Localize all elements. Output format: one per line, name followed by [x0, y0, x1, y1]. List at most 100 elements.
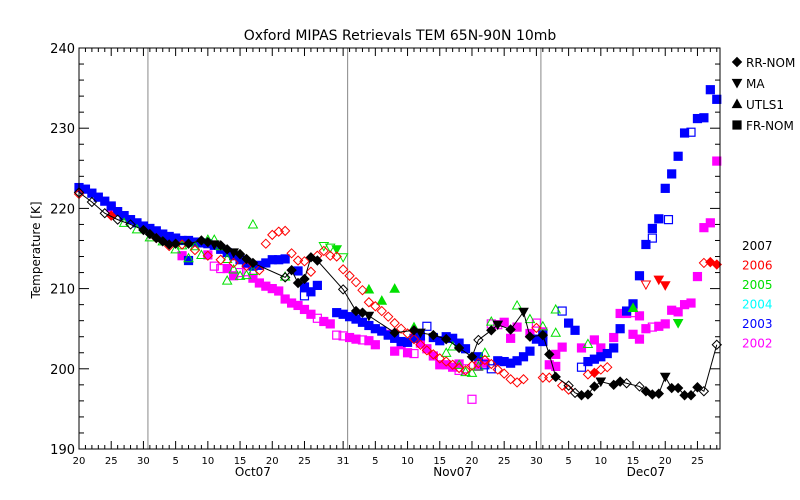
- data-point: [389, 327, 400, 338]
- data-point: [332, 330, 342, 340]
- data-point: [557, 306, 567, 316]
- data-point: [409, 348, 419, 359]
- data-point: [563, 380, 574, 391]
- data-point: [331, 245, 343, 255]
- data-point: [505, 324, 516, 335]
- data-point: [698, 386, 710, 397]
- data-point: [390, 346, 400, 356]
- month-gridlines: [147, 48, 542, 449]
- y-tick-label: 200: [50, 363, 75, 378]
- data-point: [498, 368, 510, 379]
- x-tick-label: 30: [137, 456, 150, 467]
- data-point: [422, 344, 432, 354]
- x-tick-label: 5: [565, 456, 571, 467]
- legend-marker-label: RR-NOM: [746, 56, 795, 70]
- data-point: [673, 151, 683, 161]
- y-tick-label: 230: [50, 122, 75, 137]
- data-point: [628, 329, 638, 339]
- data-point: [705, 218, 715, 228]
- data-point: [305, 266, 317, 277]
- data-point: [654, 214, 664, 224]
- data-point: [659, 372, 671, 383]
- data-point: [672, 318, 684, 329]
- data-point: [292, 255, 304, 266]
- x-tick-label: 25: [498, 456, 511, 467]
- data-point: [699, 113, 709, 123]
- data-point: [440, 333, 452, 345]
- data-point: [712, 94, 722, 104]
- data-point: [351, 334, 361, 344]
- month-label: Dec07: [627, 465, 666, 479]
- data-point: [100, 196, 110, 206]
- y-tick-label: 190: [50, 443, 75, 458]
- data-point: [686, 127, 696, 137]
- data-point: [144, 228, 156, 240]
- data-point: [686, 298, 696, 308]
- data-point: [422, 321, 432, 331]
- legend-year: 2006: [742, 259, 773, 273]
- data-point: [370, 301, 381, 312]
- data-point: [125, 219, 136, 230]
- data-point: [389, 283, 401, 293]
- legend-marker-triangle-up: [731, 98, 743, 109]
- data-point: [196, 249, 207, 260]
- data-point: [453, 342, 465, 354]
- data-point: [421, 345, 433, 356]
- y-tick-label: 240: [50, 42, 75, 57]
- data-point: [344, 270, 355, 281]
- data-point: [337, 284, 349, 295]
- data-point: [640, 280, 652, 291]
- data-point: [170, 238, 181, 249]
- data-point: [183, 238, 194, 249]
- legend-year: 2007: [742, 239, 773, 253]
- data-point: [318, 241, 330, 252]
- legend-marker-label: MA: [746, 77, 765, 91]
- x-tick-label: 25: [298, 456, 311, 467]
- data-point: [576, 362, 587, 372]
- data-point: [544, 349, 555, 360]
- data-point: [685, 390, 697, 401]
- x-tick-labels: 20 25 30 5 10 15 20 25 31 5 10 15 20 25 30 5 10 15 20 25: [73, 456, 704, 467]
- x-tick-label: 10: [594, 456, 607, 467]
- data-point: [221, 253, 233, 264]
- data-point: [466, 367, 478, 377]
- data-point: [370, 340, 380, 350]
- x-tick-label: 15: [433, 456, 446, 467]
- data-point: [609, 343, 619, 353]
- data-point: [131, 223, 143, 234]
- data-point: [99, 208, 110, 219]
- data-point: [324, 243, 336, 254]
- x-tick-label: 10: [201, 456, 214, 467]
- data-point: [705, 85, 715, 95]
- data-point: [279, 225, 291, 237]
- data-point: [209, 261, 219, 271]
- data-point: [234, 248, 246, 260]
- data-point: [428, 329, 439, 341]
- data-point: [692, 271, 703, 282]
- data-point: [672, 382, 684, 394]
- data-point: [331, 251, 342, 262]
- data-point: [279, 272, 291, 283]
- y-tick-label: 220: [50, 202, 75, 217]
- data-point: [627, 302, 639, 312]
- data-point: [582, 389, 594, 400]
- data-point: [215, 254, 226, 265]
- data-point: [440, 347, 452, 357]
- data-point: [550, 327, 562, 337]
- data-point: [189, 240, 201, 251]
- data-point: [602, 348, 612, 359]
- data-point: [557, 342, 567, 352]
- data-point: [551, 361, 561, 371]
- data-point: [86, 196, 98, 208]
- data-point: [363, 297, 375, 308]
- data-point: [479, 347, 491, 357]
- data-point: [550, 371, 561, 383]
- data-point: [615, 324, 625, 334]
- data-point: [312, 280, 322, 290]
- month-label: Oct07: [235, 465, 271, 479]
- data-point: [337, 253, 349, 263]
- data-point: [518, 352, 529, 362]
- data-point: [589, 381, 600, 392]
